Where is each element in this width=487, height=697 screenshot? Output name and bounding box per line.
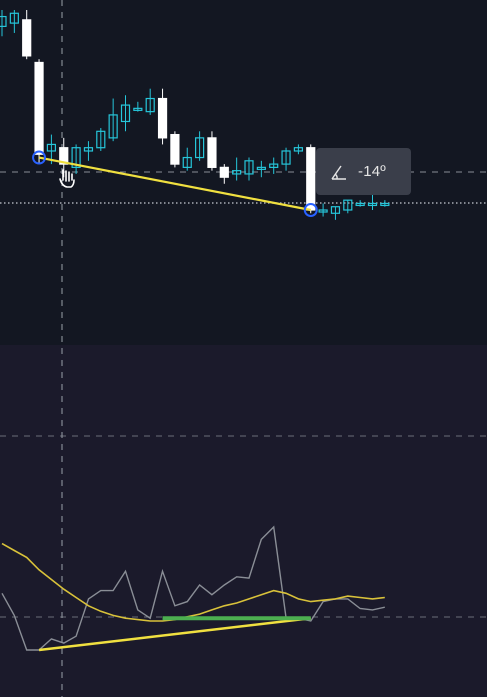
trendline-anchor-handle[interactable] (303, 203, 318, 217)
candle (306, 144, 316, 214)
candle-body-up (96, 130, 106, 149)
candle-body-up (330, 206, 341, 214)
angle-value: -14º (358, 163, 386, 180)
candle-body-up (293, 147, 303, 152)
candle (71, 144, 81, 174)
trendline-anchor-handle[interactable] (32, 150, 47, 165)
price-trendline[interactable] (38, 156, 311, 212)
candle-body-up (318, 209, 328, 213)
indicator-trendlines-layer[interactable] (38, 616, 311, 652)
candle (96, 128, 106, 151)
candle-body-up (281, 150, 291, 165)
candle (22, 10, 32, 60)
indicator-lines-layer (1, 525, 385, 651)
candle-body-down (157, 97, 168, 139)
candle (108, 98, 118, 142)
candle (9, 10, 19, 33)
candle-body-up (355, 202, 365, 207)
candles-layer (0, 10, 390, 220)
candle-body-up (380, 202, 390, 207)
candle (232, 157, 242, 181)
candle (318, 203, 328, 217)
hand-cursor-icon (59, 169, 75, 188)
indicator-pane (0, 345, 487, 697)
candle-body-up (182, 156, 192, 168)
candle-body-down (34, 61, 44, 155)
candle-body-up (9, 12, 19, 24)
candle (281, 147, 291, 171)
candle (170, 131, 180, 168)
candle-body-up (244, 160, 254, 175)
angle-tooltip: -14º (316, 148, 411, 195)
candle-body-down (22, 19, 32, 57)
indicator-line-gray (1, 525, 385, 651)
candle-body-down (306, 147, 316, 211)
candle-body-up (46, 143, 57, 152)
candle-body-up (83, 147, 94, 152)
candle-body-up (367, 202, 378, 207)
candle-body-up (145, 97, 155, 113)
candle-body-down (170, 133, 180, 165)
candle (34, 59, 44, 165)
candle (219, 164, 229, 184)
candle (182, 147, 192, 171)
candle-body-up (195, 137, 205, 159)
candle-body-up (71, 147, 81, 168)
price-trendline-layer[interactable] (32, 150, 318, 217)
candle-body-down (219, 166, 229, 178)
candle (355, 200, 365, 207)
candle (195, 131, 205, 161)
candle (207, 131, 217, 171)
candle-body-up (232, 170, 242, 175)
candle (0, 10, 7, 37)
angle-icon (331, 165, 346, 180)
candle (145, 88, 155, 115)
candle (244, 157, 254, 181)
candle-body-up (269, 163, 279, 168)
candle-body-down (59, 147, 69, 165)
candle-body-up (133, 107, 143, 111)
candle-body-up (256, 166, 266, 170)
candle-body-up (0, 15, 7, 27)
candle (330, 206, 341, 220)
candle-body-up (108, 114, 118, 139)
candle (120, 95, 131, 132)
candle (380, 200, 390, 207)
candle (157, 88, 168, 145)
candle (269, 157, 279, 174)
candle-body-up (343, 199, 353, 211)
candle (293, 144, 303, 155)
candle (83, 141, 94, 161)
indicator-line-yellow (1, 542, 385, 622)
candle (133, 101, 143, 112)
candle (256, 160, 266, 178)
candle-body-up (120, 104, 131, 123)
candle-body-down (207, 137, 217, 168)
indicator-yellow-trendline[interactable] (38, 616, 311, 652)
candle (343, 199, 353, 214)
